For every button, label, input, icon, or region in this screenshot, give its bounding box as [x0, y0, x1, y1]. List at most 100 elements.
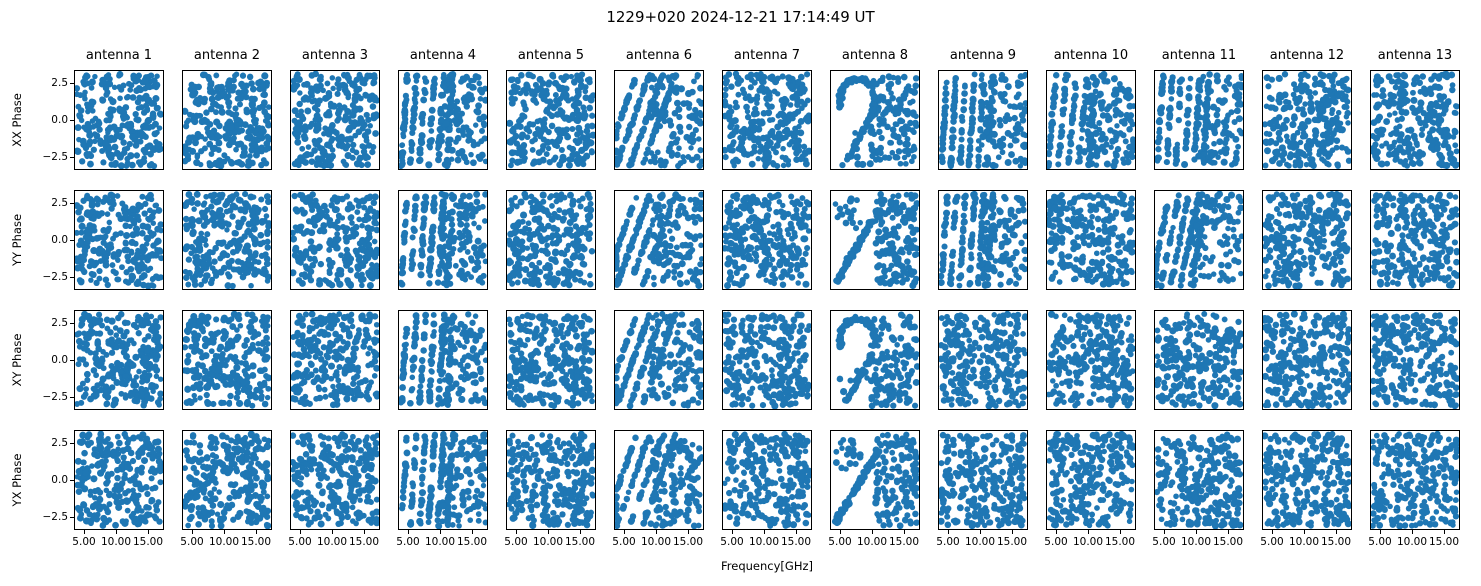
x-tick-mark: [840, 530, 841, 534]
scatter-canvas: [939, 191, 1027, 289]
x-tick-mark: [1164, 530, 1165, 534]
scatter-canvas: [1263, 191, 1351, 289]
panel-xx-antenna-8: [830, 70, 920, 170]
column-title-6: antenna 6: [625, 48, 693, 63]
column-title-5: antenna 5: [517, 48, 585, 63]
scatter-canvas: [291, 311, 379, 409]
x-tick-label: 10.00: [208, 536, 240, 548]
y-tick-mark: [70, 240, 74, 241]
x-tick-label: 10.00: [100, 536, 132, 548]
panel-yy-antenna-4: [398, 190, 488, 290]
y-tick-mark: [70, 202, 74, 204]
scatter-canvas: [831, 431, 919, 529]
scatter-canvas: [723, 71, 811, 169]
panel-xy-antenna-9: [938, 310, 1028, 410]
x-tick-mark: [1412, 530, 1413, 534]
panel-xy-antenna-6: [614, 310, 704, 410]
y-tick-label: 2.5: [51, 76, 68, 89]
panel-xy-antenna-12: [1262, 310, 1352, 410]
x-tick-mark: [192, 530, 193, 534]
x-tick-mark: [1304, 530, 1305, 534]
panel-yx-antenna-9: [938, 430, 1028, 530]
x-tick-label: 10.00: [1288, 536, 1320, 548]
x-tick-mark: [872, 530, 873, 534]
panel-yy-antenna-3: [290, 190, 380, 290]
panel-yy-antenna-7: [722, 190, 812, 290]
y-tick-label: −2.5: [42, 391, 69, 404]
plot-grid: [74, 70, 1460, 530]
scatter-canvas: [939, 71, 1027, 169]
x-tick-mark: [580, 530, 581, 534]
column-title-13: antenna 13: [1377, 48, 1453, 63]
panel-xy-antenna-2: [182, 310, 272, 410]
x-tick-mark: [732, 530, 733, 534]
column-title-9: antenna 9: [949, 48, 1017, 63]
scatter-canvas: [831, 311, 919, 409]
x-tick-mark: [656, 530, 657, 534]
panel-xx-antenna-13: [1370, 70, 1460, 170]
scatter-canvas: [507, 191, 595, 289]
panel-xy-antenna-3: [290, 310, 380, 410]
x-tick-mark: [516, 530, 517, 534]
panel-yy-antenna-10: [1046, 190, 1136, 290]
column-title-7: antenna 7: [733, 48, 801, 63]
scatter-canvas: [75, 431, 163, 529]
column-headers: antenna 1 antenna 2 antenna 3 antenna 4 ante…: [74, 48, 1460, 63]
x-tick-label: 5.00: [1368, 536, 1392, 548]
panel-yx-antenna-8: [830, 430, 920, 530]
x-tick-label: 10.00: [1072, 536, 1104, 548]
scatter-canvas: [1155, 71, 1243, 169]
x-tick-label: 5.00: [1152, 536, 1176, 548]
x-tick-mark: [256, 530, 257, 534]
x-tick-mark: [624, 530, 625, 534]
panel-xx-antenna-3: [290, 70, 380, 170]
panel-xy-antenna-8: [830, 310, 920, 410]
x-tick-mark: [796, 530, 797, 534]
column-title-11: antenna 11: [1161, 48, 1237, 63]
x-tick-mark: [300, 530, 301, 534]
y-tick-label: 0.0: [51, 234, 68, 246]
x-tick-label: 15.00: [888, 536, 920, 548]
y-tick-mark: [70, 82, 74, 84]
scatter-canvas: [75, 311, 163, 409]
panel-xy-antenna-11: [1154, 310, 1244, 410]
scatter-canvas: [291, 431, 379, 529]
scatter-canvas: [831, 71, 919, 169]
panel-yy-antenna-6: [614, 190, 704, 290]
x-tick-mark: [1012, 530, 1013, 534]
x-tick-label: 15.00: [1104, 536, 1136, 548]
scatter-canvas: [75, 71, 163, 169]
panel-xx-antenna-6: [614, 70, 704, 170]
column-title-2: antenna 2: [193, 48, 261, 63]
scatter-canvas: [1155, 431, 1243, 529]
y-tick-mark: [70, 157, 74, 159]
scatter-canvas: [1371, 191, 1459, 289]
panel-yx-antenna-13: [1370, 430, 1460, 530]
y-tick-label: −2.5: [42, 151, 69, 164]
x-tick-label: 10.00: [316, 536, 348, 548]
row-label-xx-phase: XX Phase: [10, 93, 24, 147]
x-tick-mark: [1088, 530, 1089, 534]
x-tick-label: 15.00: [240, 536, 272, 548]
row-label-xy-phase: XY Phase: [10, 333, 24, 387]
y-tick-label: −2.5: [42, 271, 69, 284]
x-tick-mark: [472, 530, 473, 534]
x-tick-label: 5.00: [612, 536, 636, 548]
panel-yy-antenna-9: [938, 190, 1028, 290]
scatter-canvas: [831, 191, 919, 289]
x-tick-label: 15.00: [456, 536, 488, 548]
x-tick-mark: [364, 530, 365, 534]
x-tick-label: 5.00: [72, 536, 96, 548]
x-tick-mark: [408, 530, 409, 534]
y-tick-label: 0.0: [51, 474, 68, 486]
scatter-canvas: [615, 191, 703, 289]
y-tick-label: −2.5: [42, 511, 69, 524]
panel-yy-antenna-11: [1154, 190, 1244, 290]
scatter-canvas: [723, 191, 811, 289]
x-tick-mark: [1056, 530, 1057, 534]
row-label-yx-phase: YX Phase: [10, 453, 24, 507]
scatter-canvas: [399, 431, 487, 529]
panel-yx-antenna-5: [506, 430, 596, 530]
panel-xy-antenna-7: [722, 310, 812, 410]
